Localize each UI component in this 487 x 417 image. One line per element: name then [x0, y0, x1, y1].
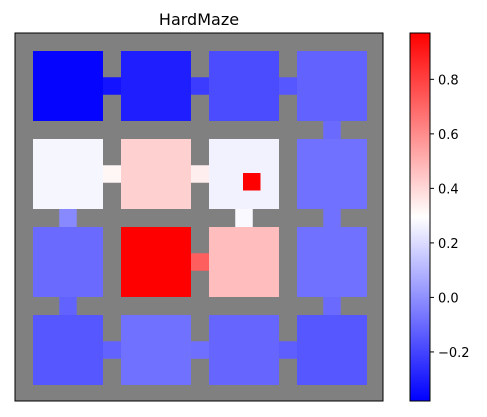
maze-room-r0-c3 — [297, 51, 367, 121]
colorbar-gradient — [410, 33, 430, 401]
maze-marks — [33, 51, 367, 385]
maze-passage-12 — [103, 341, 121, 359]
chart-title: HardMaze — [159, 10, 239, 29]
colorbar-tick-label-0: −0.2 — [438, 346, 470, 361]
maze-room-r3-c3 — [297, 315, 367, 385]
maze-panel — [14, 32, 384, 402]
maze-frame — [14, 32, 384, 402]
maze-passage-13 — [191, 341, 209, 359]
maze-passage-14 — [279, 341, 297, 359]
maze-goal-cell — [243, 173, 261, 191]
maze-passage-11 — [323, 297, 341, 315]
colorbar-frame — [409, 32, 431, 402]
maze-room-r2-c3 — [297, 227, 367, 297]
colorbar-tick-label-3: 0.4 — [438, 182, 459, 197]
maze-room-r2-c0 — [33, 227, 103, 297]
maze-passage-5 — [191, 165, 209, 183]
maze-passage-1 — [191, 77, 209, 95]
maze-passage-8 — [323, 209, 341, 227]
maze-room-r1-c0 — [33, 139, 103, 209]
maze-passage-10 — [59, 297, 77, 315]
maze-room-r0-c2 — [209, 51, 279, 121]
maze-passage-7 — [235, 209, 253, 227]
maze-room-r1-c3 — [297, 139, 367, 209]
maze-room-r2-c2 — [209, 227, 279, 297]
maze-passage-9 — [191, 253, 209, 271]
maze-passage-6 — [59, 209, 77, 227]
maze-room-r0-c1 — [121, 51, 191, 121]
colorbar: −0.2 0.0 0.2 0.4 0.6 0.8 — [409, 32, 470, 402]
maze-room-r3-c1 — [121, 315, 191, 385]
maze-room-r3-c0 — [33, 315, 103, 385]
colorbar-tick-label-2: 0.2 — [438, 237, 459, 252]
maze-passage-2 — [279, 77, 297, 95]
colorbar-tick-label-4: 0.6 — [438, 128, 459, 143]
maze-passage-4 — [103, 165, 121, 183]
maze-room-r0-c0 — [33, 51, 103, 121]
maze-passage-0 — [103, 77, 121, 95]
maze-room-r2-c1 — [121, 227, 191, 297]
colorbar-tick-label-5: 0.8 — [438, 73, 459, 88]
maze-room-r3-c2 — [209, 315, 279, 385]
colorbar-tick-label-1: 0.0 — [438, 291, 459, 306]
maze-passage-3 — [323, 121, 341, 139]
colorbar-ticks: −0.2 0.0 0.2 0.4 0.6 0.8 — [430, 73, 470, 361]
maze-room-r1-c1 — [121, 139, 191, 209]
